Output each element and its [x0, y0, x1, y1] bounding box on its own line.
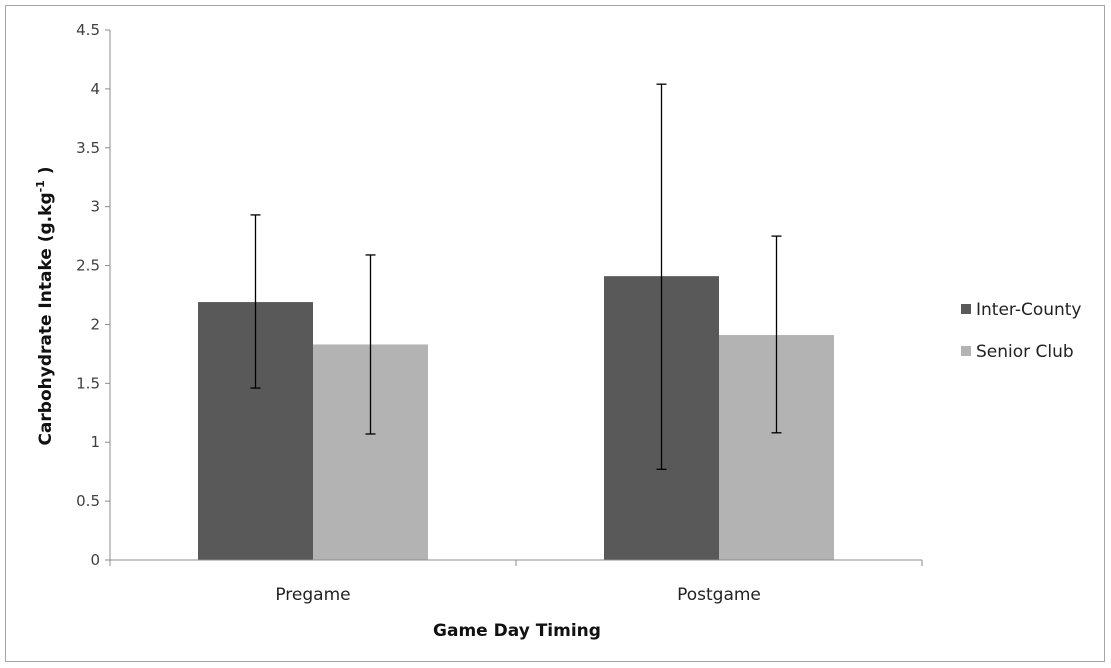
- bars: [198, 276, 834, 560]
- bar-chart: 0 0.5 1 1.5 2 2.5 3 3.5 4 4.5 Pregame Postgame Gam…: [34, 21, 1082, 641]
- y-tick-label: 4.5: [76, 21, 100, 39]
- x-axis-ticks: Pregame Postgame: [109, 560, 923, 605]
- x-category-label: Postgame: [677, 585, 761, 605]
- y-tick-label: 2: [90, 315, 100, 333]
- legend: Inter-County Senior Club: [961, 300, 1082, 362]
- y-tick-label: 3.5: [76, 139, 100, 157]
- y-axis-title: Carbohydrate Intake (g.kg-1 ): [34, 166, 56, 445]
- y-axis-title-end: ): [36, 166, 56, 180]
- error-bars: [250, 83, 782, 470]
- y-tick-label: 2.5: [76, 257, 100, 275]
- x-axis-title: Game Day Timing: [433, 621, 601, 641]
- y-axis-title-superscript: -1: [34, 180, 47, 192]
- y-tick-label: 4: [90, 80, 100, 98]
- y-axis-ticks: 0 0.5 1 1.5 2 2.5 3 3.5 4 4.5: [76, 21, 110, 569]
- legend-swatch: [961, 346, 971, 356]
- x-category-label: Pregame: [275, 585, 350, 605]
- y-axis-title-main: Carbohydrate Intake (g.kg: [36, 192, 56, 445]
- legend-label: Inter-County: [976, 300, 1082, 320]
- y-tick-label: 0: [90, 551, 100, 569]
- y-tick-label: 0.5: [76, 492, 100, 510]
- chart-frame: 0 0.5 1 1.5 2 2.5 3 3.5 4 4.5 Pregame Postgame Gam…: [5, 5, 1105, 662]
- y-tick-label: 3: [90, 198, 100, 216]
- legend-swatch: [961, 304, 971, 314]
- legend-label: Senior Club: [976, 342, 1074, 362]
- y-tick-label: 1.5: [76, 374, 100, 392]
- y-tick-label: 1: [90, 433, 100, 451]
